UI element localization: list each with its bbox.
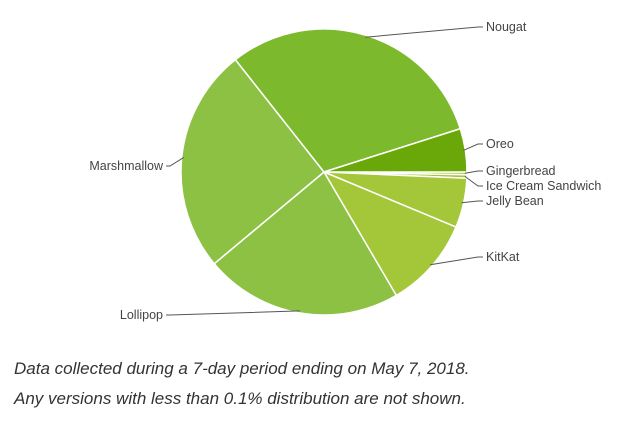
- leader-line-ice-cream-sandwich: [464, 175, 483, 187]
- leader-line-kitkat: [430, 256, 483, 266]
- leader-line-marshmallow: [166, 156, 185, 167]
- label-gingerbread: Gingerbread: [486, 164, 556, 178]
- leader-lines: [166, 26, 483, 316]
- label-marshmallow: Marshmallow: [89, 159, 164, 173]
- leader-line-lollipop: [166, 310, 300, 316]
- leader-line-nougat: [365, 26, 483, 38]
- slice-oreo: [323, 127, 468, 173]
- label-nougat: Nougat: [486, 20, 527, 34]
- label-lollipop: Lollipop: [120, 308, 163, 322]
- pie-slices: [180, 28, 468, 316]
- leader-line-gingerbread: [464, 170, 483, 174]
- slice-lollipop: [213, 170, 398, 316]
- label-ice-cream-sandwich: Ice Cream Sandwich: [486, 179, 601, 193]
- slice-kitkat: [322, 170, 457, 297]
- chart-caption: Data collected during a 7-day period end…: [14, 354, 614, 414]
- caption-line-2: Any versions with less than 0.1% distrib…: [14, 389, 466, 408]
- label-jelly-bean: Jelly Bean: [486, 194, 544, 208]
- label-kitkat: KitKat: [486, 250, 520, 264]
- slice-nougat: [234, 28, 462, 173]
- slice-marshmallow: [180, 58, 326, 265]
- caption-line-1: Data collected during a 7-day period end…: [14, 359, 470, 378]
- leader-line-oreo: [463, 143, 483, 151]
- leader-line-jelly-bean: [461, 200, 483, 204]
- label-oreo: Oreo: [486, 137, 514, 151]
